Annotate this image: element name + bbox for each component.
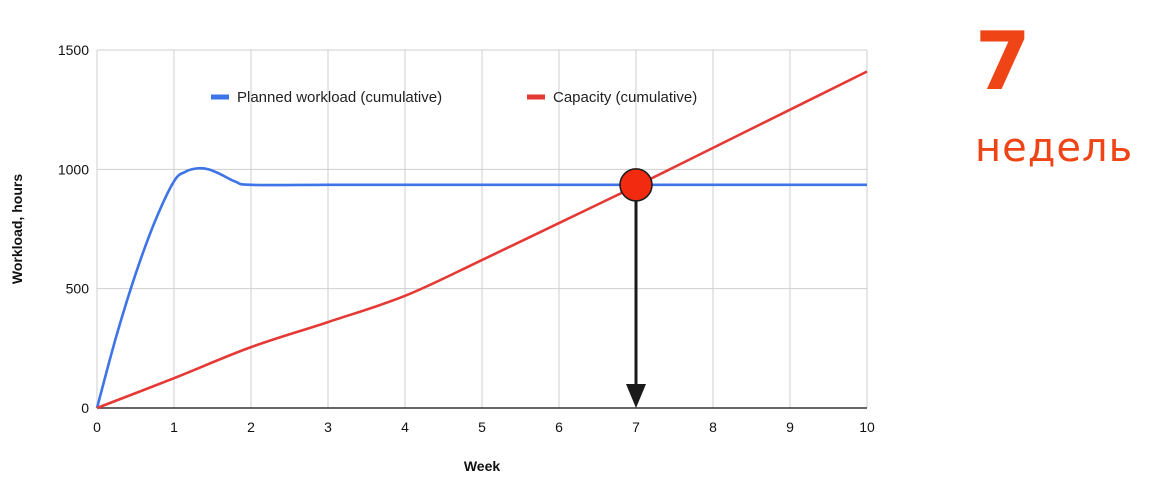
intersection-marker	[619, 168, 653, 202]
arrow-head	[626, 384, 646, 408]
weeks-unit-label: недель	[975, 125, 1134, 171]
legend: Planned workload (cumulative) Capacity (c…	[211, 89, 697, 106]
x-tick-label: 7	[632, 419, 640, 435]
axes: 0 1 2 3 4 5 6 7 8 9 10 0 500 1000 1500	[58, 42, 875, 435]
x-tick-label: 5	[478, 419, 486, 435]
y-tick-label: 500	[66, 281, 90, 297]
x-tick-label: 3	[324, 419, 332, 435]
legend-swatch	[527, 94, 545, 100]
weeks-callout: 7 недель	[975, 15, 1155, 171]
grid	[96, 49, 868, 409]
legend-label: Capacity (cumulative)	[553, 89, 697, 106]
legend-swatch	[211, 94, 229, 100]
x-tick-label: 9	[786, 419, 794, 435]
weeks-number: 7	[975, 15, 1031, 108]
y-tick-label: 1500	[58, 42, 89, 58]
y-tick-label: 1000	[58, 161, 89, 177]
x-tick-label: 4	[401, 419, 409, 435]
x-tick-label: 10	[859, 419, 875, 435]
x-tick-label: 2	[247, 419, 255, 435]
series-line-capacity	[96, 70, 868, 410]
legend-label: Planned workload (cumulative)	[237, 89, 442, 106]
x-axis-title: Week	[464, 458, 501, 474]
x-tick-label: 6	[555, 419, 563, 435]
y-tick-label: 0	[81, 400, 89, 416]
annotations	[619, 168, 653, 408]
x-tick-label: 1	[170, 419, 178, 435]
y-axis-title: Workload, hours	[9, 174, 25, 284]
x-tick-label: 8	[709, 419, 717, 435]
x-tick-label: 0	[93, 419, 101, 435]
